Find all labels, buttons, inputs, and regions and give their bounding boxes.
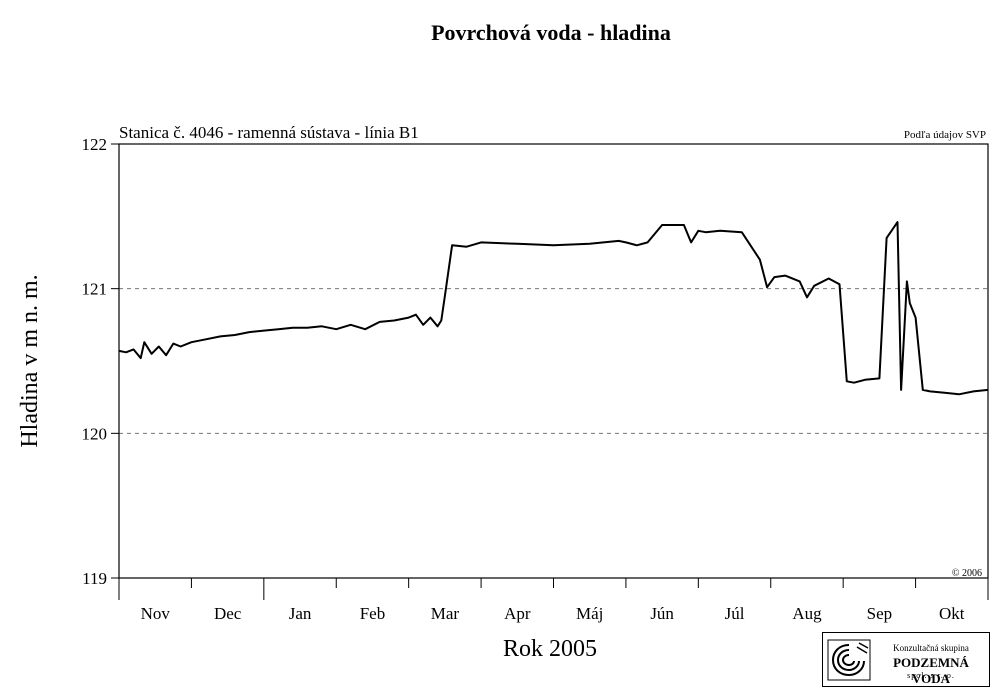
copyright-note: © 2006	[952, 568, 982, 579]
logo-tagline: Konzultačná skupina	[893, 643, 969, 653]
x-axis: Nov Dec Jan Feb Mar Apr Máj Jún Júl Aug Sep Okt	[118, 578, 989, 623]
y-tick-label: 122	[82, 135, 108, 154]
y-tick-label: 120	[82, 424, 108, 443]
x-tick-label: Apr	[504, 604, 531, 623]
x-tick-label: Okt	[939, 604, 965, 623]
x-axis-label: Rok 2005	[503, 636, 597, 662]
y-axis: 119 120 121 122	[82, 135, 119, 588]
x-tick-label: Máj	[576, 604, 603, 623]
y-tick-label: 119	[82, 569, 107, 588]
series-line	[118, 221, 989, 396]
logo-company-name: PODZEMNÁ VODA	[893, 655, 969, 686]
chart-subtitle: Stanica č. 4046 - ramenná sústava - líni…	[119, 123, 419, 142]
x-tick-label: Jan	[289, 604, 312, 623]
x-tick-label: Feb	[360, 604, 386, 623]
x-tick-label: Aug	[792, 604, 822, 623]
y-axis-label: Hladina v m n. m.	[17, 274, 43, 447]
x-tick-label: Dec	[214, 604, 242, 623]
x-tick-label: Nov	[141, 604, 171, 623]
source-note: Podľa údajov SVP	[904, 129, 986, 141]
x-tick-label: Júl	[725, 604, 745, 623]
company-logo: Konzultačná skupina PODZEMNÁ VODA spol. …	[822, 632, 990, 687]
plot-frame	[118, 143, 989, 579]
logo-swirl-icon	[827, 639, 871, 681]
x-tick-label: Jún	[650, 604, 674, 623]
x-tick-label: Mar	[431, 604, 460, 623]
y-tick-label: 121	[82, 280, 108, 299]
logo-legal-form: spol. s r. o.	[907, 671, 955, 680]
chart-title: Povrchová voda - hladina	[431, 20, 671, 45]
series-layer	[118, 221, 989, 396]
grid-layer	[119, 288, 988, 434]
x-tick-label: Sep	[867, 604, 893, 623]
